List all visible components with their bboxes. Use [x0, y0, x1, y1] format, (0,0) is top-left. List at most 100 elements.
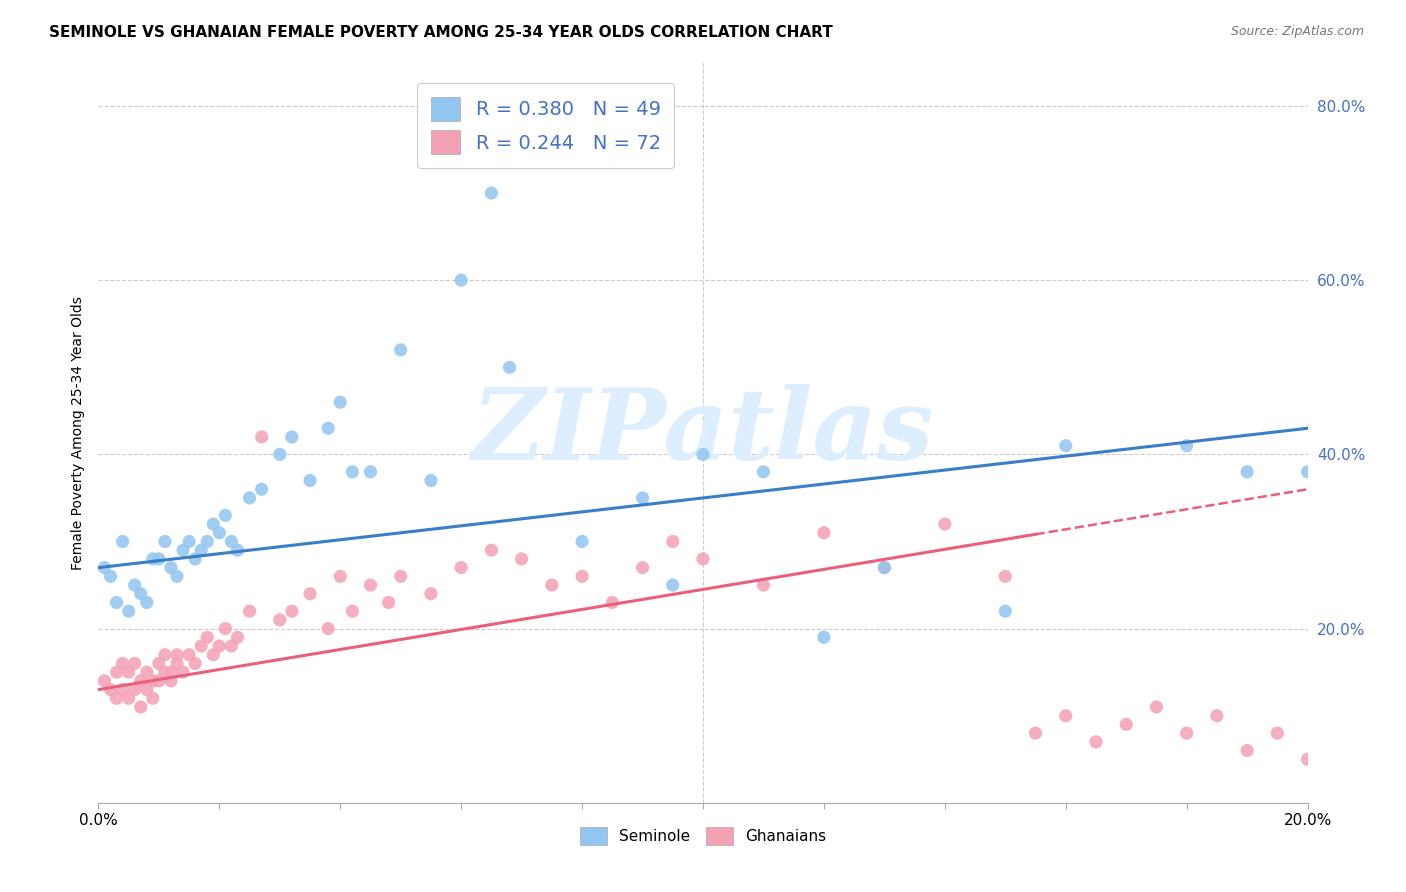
Point [111, 534, 134, 549]
Point [269, 447, 291, 461]
Point [1236, 743, 1258, 757]
Point [316, 421, 339, 435]
Point [195, 630, 218, 644]
Point [142, 673, 165, 688]
Point [1085, 735, 1108, 749]
Point [1175, 726, 1198, 740]
Point [281, 430, 304, 444]
Point [105, 691, 128, 706]
Point [166, 657, 188, 671]
Point [450, 560, 472, 574]
Point [124, 657, 146, 671]
Point [148, 657, 170, 671]
Point [214, 622, 236, 636]
Point [329, 569, 352, 583]
Point [160, 665, 183, 680]
Point [540, 578, 562, 592]
Point [692, 552, 714, 566]
Point [153, 665, 176, 680]
Point [329, 395, 352, 409]
Point [105, 595, 128, 609]
Point [377, 595, 399, 609]
Point [160, 673, 183, 688]
Point [179, 534, 201, 549]
Point [208, 639, 231, 653]
Point [873, 560, 896, 574]
Point [389, 569, 412, 583]
Point [1054, 439, 1077, 453]
Point [184, 552, 207, 566]
Point [1236, 465, 1258, 479]
Point [420, 474, 443, 488]
Point [752, 465, 775, 479]
Point [299, 474, 322, 488]
Point [105, 665, 128, 680]
Point [661, 578, 683, 592]
Point [994, 569, 1017, 583]
Point [111, 657, 134, 671]
Point [250, 430, 273, 444]
Point [239, 604, 262, 618]
Point [250, 482, 273, 496]
Point [360, 578, 382, 592]
Point [184, 657, 207, 671]
Point [752, 578, 775, 592]
Point [1267, 726, 1289, 740]
Point [124, 682, 146, 697]
Point [269, 613, 291, 627]
Point [129, 700, 152, 714]
Point [571, 569, 593, 583]
Legend: Seminole, Ghanaians: Seminole, Ghanaians [574, 821, 832, 851]
Point [602, 595, 624, 609]
Point [118, 665, 141, 680]
Point [481, 543, 503, 558]
Point [129, 673, 152, 688]
Text: ZIPatlas: ZIPatlas [472, 384, 934, 481]
Point [179, 648, 201, 662]
Point [1054, 708, 1077, 723]
Point [221, 639, 243, 653]
Point [510, 552, 533, 566]
Point [172, 543, 194, 558]
Point [221, 534, 243, 549]
Point [631, 560, 654, 574]
Point [873, 560, 896, 574]
Point [190, 543, 212, 558]
Point [172, 665, 194, 680]
Point [994, 604, 1017, 618]
Point [1296, 465, 1319, 479]
Point [226, 543, 249, 558]
Point [190, 639, 212, 653]
Point [389, 343, 412, 357]
Point [420, 587, 443, 601]
Point [142, 691, 165, 706]
Point [166, 569, 188, 583]
Point [118, 604, 141, 618]
Point [934, 517, 956, 532]
Point [1206, 708, 1229, 723]
Point [1115, 717, 1137, 731]
Point [813, 525, 835, 540]
Point [1175, 439, 1198, 453]
Point [160, 560, 183, 574]
Point [153, 534, 176, 549]
Point [661, 534, 683, 549]
Point [129, 587, 152, 601]
Point [481, 186, 503, 200]
Point [1144, 700, 1167, 714]
Point [100, 569, 122, 583]
Point [1296, 752, 1319, 766]
Point [299, 587, 322, 601]
Point [142, 552, 165, 566]
Point [100, 682, 122, 697]
Point [342, 604, 364, 618]
Point [214, 508, 236, 523]
Point [202, 648, 225, 662]
Point [148, 552, 170, 566]
Point [195, 534, 218, 549]
Point [692, 447, 714, 461]
Point [93, 560, 115, 574]
Point [111, 682, 134, 697]
Point [153, 648, 176, 662]
Point [118, 691, 141, 706]
